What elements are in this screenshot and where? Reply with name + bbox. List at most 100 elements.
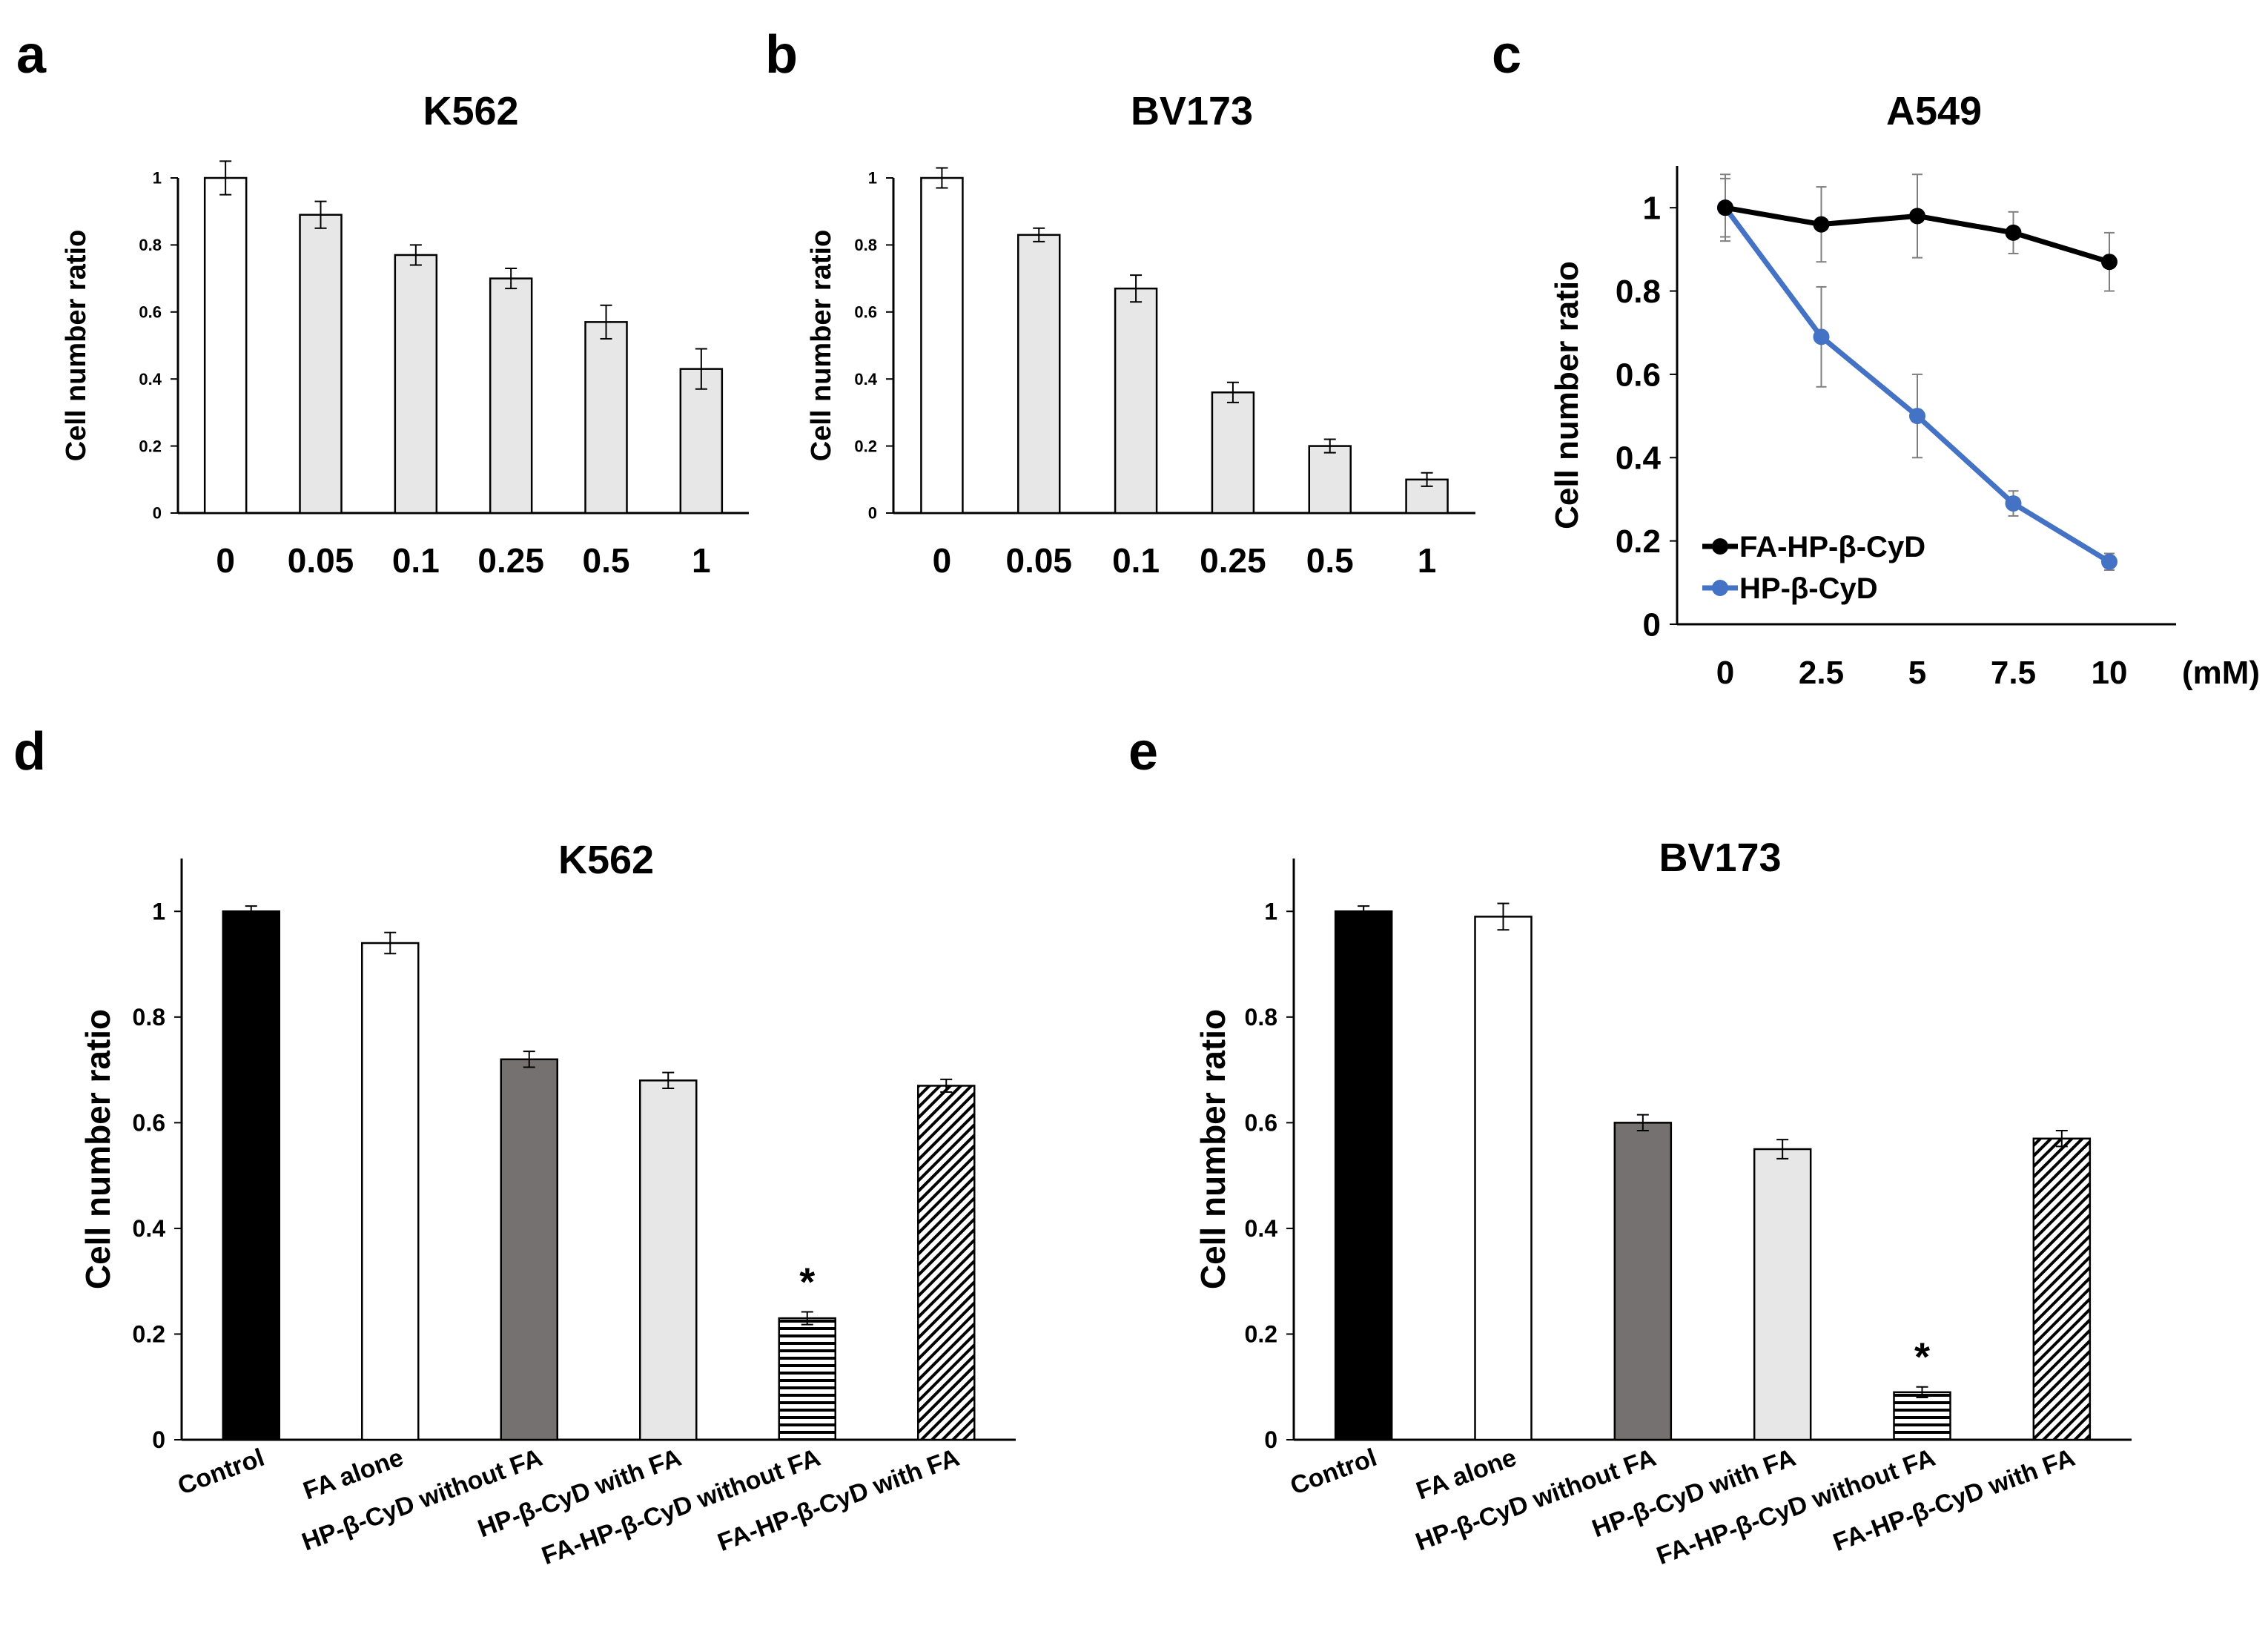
significance-asterisk: *	[1914, 1335, 1930, 1380]
bar	[394, 254, 438, 515]
bar	[679, 368, 724, 515]
x-unit-label: (mM)	[2182, 655, 2260, 691]
data-point	[2005, 495, 2022, 512]
bar	[2032, 1137, 2092, 1441]
x-tick-label: 0.5	[1306, 541, 1354, 580]
y-tick-label: 0	[868, 504, 877, 523]
data-point	[2005, 224, 2022, 241]
y-tick-label: 0.2	[139, 437, 162, 455]
data-point	[2101, 553, 2117, 570]
y-tick-label: 0.2	[133, 1321, 165, 1348]
chart-title: BV173	[1131, 89, 1253, 133]
x-tick-label: 1	[1418, 541, 1437, 580]
y-tick-label: 1	[152, 898, 165, 924]
data-point	[2101, 254, 2117, 271]
x-tick-label: 0	[1716, 655, 1734, 691]
bar	[1017, 234, 1061, 515]
data-point	[1813, 216, 1830, 233]
y-tick-label: 0.8	[1245, 1004, 1277, 1031]
x-tick-label: 0.1	[1112, 541, 1160, 580]
y-tick-label: 0.4	[1616, 440, 1662, 477]
y-tick-label: 0	[1643, 606, 1661, 643]
y-tick-label: 0.6	[133, 1110, 165, 1137]
x-tick-label: 7.5	[1991, 655, 2036, 691]
bar	[1613, 1122, 1673, 1441]
significance-asterisk: *	[799, 1260, 815, 1305]
bar	[489, 277, 533, 515]
y-tick-label: 0.4	[854, 370, 877, 388]
legend-swatch-marker	[1712, 580, 1728, 596]
y-tick-label: 0.4	[1245, 1215, 1278, 1242]
y-tick-label: 0.6	[139, 303, 162, 322]
panel-letter-b: b	[765, 25, 798, 85]
x-tick-label: 0.25	[1200, 541, 1266, 580]
x-tick-label: 5	[1908, 655, 1926, 691]
bar	[917, 1085, 976, 1441]
y-tick-label: 0	[153, 504, 162, 523]
bar	[299, 214, 343, 515]
legend-label: HP-β-CyD	[1739, 572, 1878, 605]
chart-panel-a: 0 0.2 0.4 0.6 0.8 1 Cell number ratio K562 0 0.05…	[61, 89, 749, 580]
y-tick-label: 1	[868, 169, 877, 188]
chart-panel-e: 0 0.2 0.4 0.6 0.8 1 Cell number ratio BV173 Cont…	[1194, 836, 2132, 1570]
legend-label: FA-HP-β-CyD	[1739, 531, 1925, 563]
x-tick-label: HP-β-CyD without FA	[1412, 1443, 1659, 1557]
y-tick-label: 0.4	[133, 1215, 166, 1242]
bar	[920, 176, 964, 515]
bar	[1211, 391, 1255, 515]
y-tick-label: 0.2	[1245, 1321, 1277, 1348]
y-tick-label: 0.8	[1616, 274, 1661, 310]
y-tick-label: 0.6	[1616, 357, 1661, 393]
y-tick-label: 1	[1264, 898, 1277, 924]
y-tick-label: 0.6	[854, 303, 877, 322]
y-axis-label: Cell number ratio	[1549, 261, 1585, 529]
y-tick-label: 0.8	[139, 236, 162, 254]
chart-panel-d: 0 0.2 0.4 0.6 0.8 1 Cell number ratio K562 Contr…	[79, 838, 1016, 1570]
panel-letter-a: a	[16, 25, 47, 85]
chart-title: K562	[558, 838, 654, 882]
panel-letter-d: d	[13, 722, 46, 781]
bar	[1474, 916, 1533, 1441]
y-tick-label: 0.4	[139, 370, 162, 388]
x-tick-label: HP-β-CyD without FA	[298, 1443, 546, 1557]
y-axis-label: Cell number ratio	[79, 1009, 117, 1289]
y-tick-label: 0.6	[1245, 1110, 1277, 1137]
y-tick-label: 1	[1643, 191, 1661, 227]
x-tick-label: 0.05	[288, 541, 354, 580]
data-point	[1813, 328, 1830, 345]
legend-swatch-marker	[1712, 538, 1728, 555]
bar	[203, 176, 248, 515]
x-tick-label: 0	[933, 541, 952, 580]
x-tick-label: 0.05	[1005, 541, 1072, 580]
y-axis-label: Cell number ratio	[806, 230, 837, 462]
bar	[1114, 287, 1158, 515]
y-axis-label: Cell number ratio	[61, 230, 92, 462]
chart-panel-c: 0 0.2 0.4 0.6 0.8 1 Cell number ratio A549 0 2.5 5…	[1549, 89, 2260, 691]
x-tick-label: 0.1	[392, 541, 440, 580]
bar	[1753, 1148, 1812, 1441]
data-point	[1909, 408, 1925, 425]
panel-letter-e: e	[1128, 722, 1158, 781]
x-tick-label: 1	[692, 541, 711, 580]
y-tick-label: 0	[152, 1426, 165, 1453]
y-tick-label: 0	[1264, 1426, 1277, 1453]
chart-title: A549	[1886, 89, 1982, 133]
chart-panel-b: 0 0.2 0.4 0.6 0.8 1 Cell number ratio BV173 0 0.0…	[806, 89, 1475, 580]
chart-title: K562	[423, 89, 518, 133]
x-tick-label: 0	[216, 541, 235, 580]
x-tick-label: 0.25	[477, 541, 544, 580]
y-axis-label: Cell number ratio	[1194, 1009, 1232, 1289]
x-tick-label: FA-HP-β-CyD with FA	[714, 1443, 963, 1557]
bar	[584, 321, 628, 515]
x-tick-label: FA-HP-β-CyD with FA	[1830, 1443, 2079, 1557]
bar	[500, 1058, 558, 1441]
x-tick-label: Control	[1286, 1443, 1381, 1501]
x-tick-label: 0.5	[583, 541, 630, 580]
panel-letter-c: c	[1492, 25, 1521, 85]
y-tick-label: 0.2	[1616, 523, 1661, 560]
bar	[222, 910, 280, 1441]
y-tick-label: 0.8	[854, 236, 877, 254]
x-tick-label: Control	[174, 1443, 268, 1501]
data-point	[1909, 208, 1925, 225]
